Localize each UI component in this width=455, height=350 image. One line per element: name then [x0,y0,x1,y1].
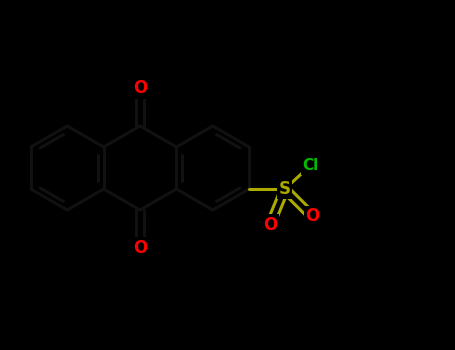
Text: S: S [279,180,291,198]
Text: O: O [133,79,147,97]
Text: Cl: Cl [302,159,318,173]
Text: O: O [133,239,147,257]
Text: O: O [305,207,319,225]
Text: O: O [263,216,277,234]
